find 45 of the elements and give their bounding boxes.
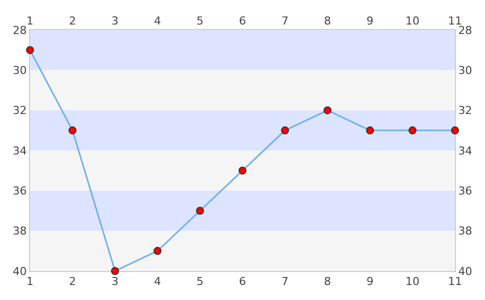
x2-tick-label: 2: [69, 275, 76, 288]
point: [26, 46, 34, 54]
point: [408, 126, 416, 134]
x2-tick-label: 11: [448, 275, 462, 288]
point: [196, 206, 204, 215]
x2-tick-label: 10: [406, 275, 420, 288]
y2-tick-label: 36: [458, 184, 472, 198]
x-tick-label: 8: [324, 14, 331, 28]
x2-tick-label: 4: [154, 275, 161, 288]
x-tick-label: 4: [154, 14, 161, 28]
x2-tick-label: 8: [324, 275, 331, 288]
y2-tick-label: 38: [458, 224, 472, 238]
y-tick-label: 36: [12, 184, 27, 198]
point: [154, 246, 162, 255]
x-tick-label: 7: [282, 14, 288, 28]
y-tick-label: 40: [12, 264, 27, 278]
x-tick-label: 9: [366, 14, 374, 28]
x2-tick-label: 3: [112, 275, 118, 288]
x-tick-label: 10: [406, 14, 420, 28]
point: [68, 126, 76, 134]
x-tick-label: 5: [196, 14, 204, 28]
x-tick-label: 2: [69, 14, 76, 28]
y-tick-label: 38: [12, 224, 27, 238]
x2-tick-label: 6: [239, 275, 246, 288]
point: [451, 126, 459, 134]
x-tick-label: 6: [239, 14, 246, 28]
x-tick-label: 3: [112, 14, 118, 28]
y2-tick-label: 32: [458, 104, 472, 118]
y-tick-label: 30: [12, 64, 27, 78]
y-tick-label: 34: [12, 144, 27, 158]
y2-tick-label: 30: [458, 64, 472, 78]
y-tick-label: 32: [12, 104, 27, 118]
point: [324, 106, 332, 114]
x2-tick-label: 9: [366, 275, 374, 288]
x2-tick-label: 7: [282, 275, 288, 288]
x-tick-label: 1: [26, 14, 34, 28]
point: [238, 166, 246, 175]
point: [111, 267, 119, 275]
y-tick-label: 28: [12, 24, 27, 37]
y2-tick-label: 34: [458, 144, 472, 158]
x2-tick-label: 5: [196, 275, 204, 288]
y2-tick-label: 40: [458, 264, 472, 278]
x2-tick-label: 1: [26, 275, 34, 288]
point: [281, 126, 289, 134]
point: [366, 126, 374, 134]
